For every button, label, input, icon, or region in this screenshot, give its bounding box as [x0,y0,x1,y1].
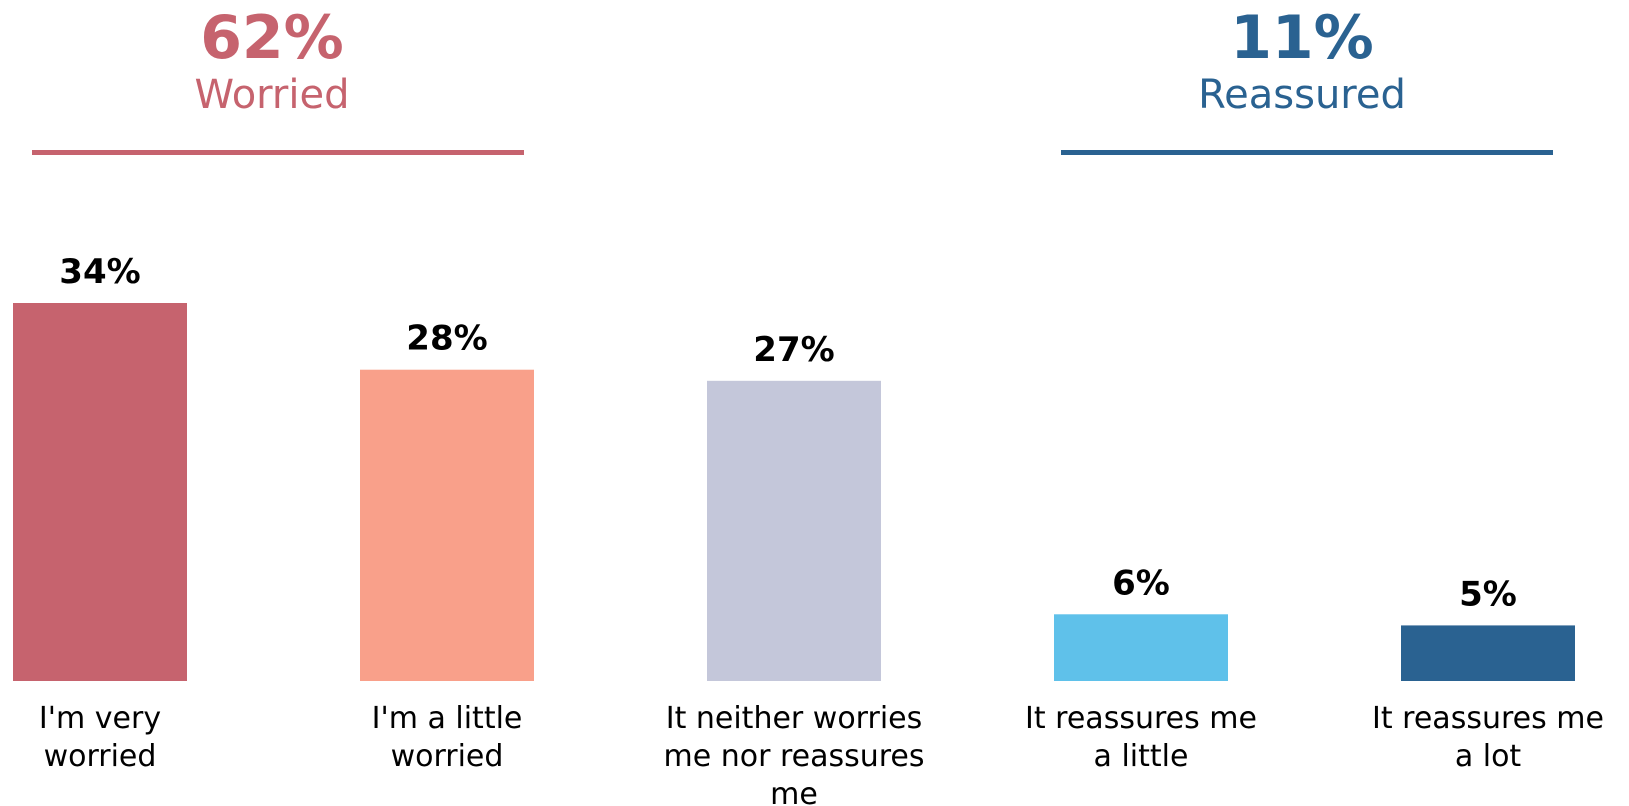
category-label-2: I'm a little worried [372,701,523,774]
category-label-2-line-2: worried [391,739,504,774]
category-label-1-line-1: I'm very [39,701,161,736]
summary-worried-underline [32,150,524,155]
summary-worried-value: 62% [200,3,344,73]
bar-1 [13,303,187,681]
category-label-2-line-1: I'm a little [372,701,523,736]
category-label-1-line-2: worried [44,739,157,774]
value-label-1: 34% [59,252,140,292]
category-label-1: I'm very worried [39,701,161,774]
category-label-4-line-1: It reassures me [1025,701,1257,736]
summary-worried-label: Worried [195,72,350,118]
category-label-3-line-2: me nor reassures [663,739,924,774]
summary-reassured-value: 11% [1230,3,1374,73]
value-label-3: 27% [753,330,834,370]
category-label-3-line-3: me [770,777,818,806]
summary-worried: 62% Worried [32,3,524,155]
value-label-2: 28% [406,319,487,359]
value-label-4: 6% [1112,563,1170,603]
bar-3 [707,380,881,681]
summary-reassured-label: Reassured [1198,72,1406,118]
bar-4 [1054,614,1228,681]
category-label-4: It reassures me a little [1025,701,1257,774]
bar-2 [360,369,534,681]
summary-reassured-underline [1061,150,1553,155]
category-label-3-line-1: It neither worries [666,701,923,736]
category-label-4-line-2: a little [1094,739,1189,774]
bar-5 [1401,625,1575,681]
summary-reassured: 11% Reassured [1061,3,1553,155]
value-label-5: 5% [1459,574,1517,614]
category-label-5-line-2: a lot [1455,739,1522,774]
category-label-3: It neither worries me nor reassures me [663,701,924,806]
category-label-5: It reassures me a lot [1372,701,1604,774]
category-label-5-line-1: It reassures me [1372,701,1604,736]
